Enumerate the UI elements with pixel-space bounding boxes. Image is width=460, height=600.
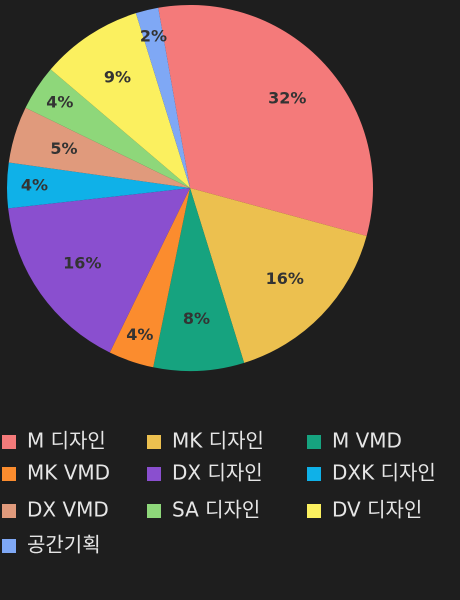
legend-swatch	[2, 504, 16, 518]
legend-label: MK 디자인	[172, 429, 264, 453]
pie-slice	[8, 107, 190, 188]
legend-swatch	[2, 467, 16, 481]
slice-label: 5%	[50, 139, 77, 158]
pie-slice	[158, 5, 373, 236]
legend-label: M VMD	[332, 429, 402, 453]
legend-swatch	[2, 539, 16, 553]
pie-slice	[8, 188, 190, 353]
legend-label: DXK 디자인	[332, 461, 436, 485]
legend-swatch	[307, 504, 321, 518]
slice-label: 4%	[126, 325, 153, 344]
slice-label: 16%	[63, 253, 101, 272]
pie-slice	[50, 13, 190, 188]
pie-slice	[109, 188, 190, 368]
pie-slice	[135, 7, 190, 188]
legend-swatch	[2, 435, 16, 449]
legend-label: SA 디자인	[172, 498, 260, 522]
slice-label: 8%	[183, 309, 210, 328]
legend-swatch	[147, 467, 161, 481]
legend-swatch	[147, 435, 161, 449]
legend-swatch	[307, 467, 321, 481]
legend-swatch	[307, 435, 321, 449]
legend-label: DV 디자인	[332, 498, 422, 522]
legend-label: DX 디자인	[172, 461, 263, 485]
legend-label: M 디자인	[27, 429, 106, 453]
slice-label: 2%	[140, 26, 167, 45]
slice-label: 4%	[21, 175, 48, 194]
legend-label: DX VMD	[27, 498, 109, 522]
pie-slice	[153, 188, 245, 371]
pie-slice	[7, 162, 191, 209]
slice-label: 16%	[266, 269, 304, 288]
slice-label: 32%	[268, 89, 306, 108]
legend-label: 공간기획	[27, 533, 101, 557]
slice-label: 9%	[104, 68, 131, 87]
pie-slice	[25, 69, 190, 188]
pie-slice	[190, 188, 367, 363]
legend-swatch	[147, 504, 161, 518]
slice-label: 4%	[46, 92, 73, 111]
legend-label: MK VMD	[27, 461, 110, 485]
